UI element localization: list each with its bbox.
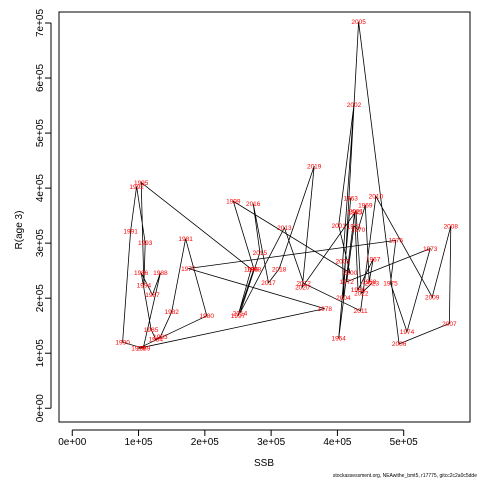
- series-line: [122, 21, 452, 349]
- point-label-1986: 1986: [134, 270, 149, 277]
- point-label-2020: 2020: [295, 285, 310, 292]
- point-label-1984: 1984: [149, 337, 164, 344]
- point-label-1975: 1975: [383, 281, 398, 288]
- point-label-1965: 1965: [347, 210, 362, 217]
- x-tick-label: 3e+05: [257, 437, 286, 448]
- point-label-2004: 2004: [336, 295, 351, 302]
- point-label-2017: 2017: [261, 280, 276, 287]
- point-label-1973: 1973: [423, 246, 438, 253]
- point-label-2010: 2010: [369, 194, 384, 201]
- point-label-2014: 2014: [233, 310, 248, 317]
- x-tick-label: 1e+05: [125, 437, 154, 448]
- y-tick-label: 1e+05: [35, 339, 46, 368]
- point-label-1979: 1979: [131, 346, 146, 353]
- point-label-2011: 2011: [354, 308, 368, 315]
- point-label-1977: 1977: [181, 266, 196, 273]
- point-label-1992: 1992: [129, 184, 144, 191]
- point-label-2009: 2009: [425, 294, 440, 301]
- point-label-2022: 2022: [354, 291, 369, 298]
- point-label-2005: 2005: [351, 19, 366, 26]
- y-axis-label: R(age 3): [14, 211, 25, 250]
- point-label-1976: 1976: [389, 238, 404, 245]
- point-label-1981: 1981: [178, 236, 193, 243]
- point-label-2019: 2019: [307, 163, 322, 170]
- point-label-1978: 1978: [318, 306, 333, 313]
- y-tick-label: 3e+05: [35, 229, 46, 258]
- point-label-1964: 1964: [331, 336, 346, 343]
- point-label-2001: 2001: [331, 223, 346, 230]
- y-axis: 0e+00 1e+05 2e+05 3e+05 4e+05 5e+05 6e+05 7e+05: [35, 9, 52, 423]
- y-tick-label: 4e+05: [35, 174, 46, 203]
- point-label-1974: 1974: [400, 329, 415, 336]
- point-label-1993: 1993: [138, 240, 153, 247]
- point-label-2023: 2023: [365, 281, 380, 288]
- point-label-1995: 1995: [134, 180, 149, 187]
- point-label-1983: 1983: [153, 334, 168, 341]
- point-label-1994: 1994: [137, 282, 152, 289]
- point-label-1980: 1980: [200, 313, 215, 320]
- point-label-2003: 2003: [335, 259, 350, 266]
- point-label-1989: 1989: [136, 346, 151, 353]
- x-axis: 0e+00 1e+05 2e+05 3e+05 4e+05 5e+05: [58, 429, 419, 448]
- x-tick-label: 0e+00: [58, 437, 87, 448]
- x-tick-label: 5e+05: [390, 437, 419, 448]
- point-label-2021: 2021: [349, 209, 364, 216]
- point-label-1966: 1966: [351, 287, 366, 294]
- plot-frame: [58, 11, 471, 423]
- point-label-2006: 2006: [392, 341, 407, 348]
- y-tick-label: 5e+05: [35, 119, 46, 148]
- point-label-1988: 1988: [153, 270, 168, 277]
- point-label-1967: 1967: [366, 256, 381, 263]
- point-label-1971: 1971: [347, 223, 362, 230]
- footer-source-text: stockassessment.org, NEAwithe_bmt5, r177…: [333, 473, 477, 479]
- point-label-1999: 1999: [226, 199, 241, 206]
- y-tick-label: 6e+05: [35, 64, 46, 93]
- point-label-2018: 2018: [272, 266, 287, 273]
- point-label-2008: 2008: [444, 223, 459, 230]
- point-label-1987: 1987: [145, 292, 160, 299]
- point-label-1969: 1969: [358, 203, 373, 210]
- point-label-2002: 2002: [347, 102, 362, 109]
- y-tick-label: 2e+05: [35, 284, 46, 313]
- point-label-2015: 2015: [253, 250, 268, 257]
- point-label-1991: 1991: [123, 228, 138, 235]
- x-tick-label: 4e+05: [323, 437, 352, 448]
- x-axis-label: SSB: [254, 458, 274, 469]
- point-label-1968: 1968: [362, 279, 377, 286]
- point-label-1970: 1970: [351, 227, 366, 234]
- point-label-1985: 1985: [144, 327, 159, 334]
- point-label-1982: 1982: [164, 309, 179, 316]
- point-label-2000: 2000: [343, 270, 358, 277]
- point-label-1998: 1998: [247, 266, 262, 273]
- series-path-layer: [122, 21, 452, 349]
- y-tick-label: 7e+05: [35, 9, 46, 38]
- point-label-1996: 1996: [244, 266, 259, 273]
- point-label-1990: 1990: [115, 340, 130, 347]
- point-label-1972: 1972: [339, 279, 354, 286]
- point-label-1963: 1963: [343, 195, 358, 202]
- point-label-2012: 2012: [296, 281, 311, 288]
- point-label-2007: 2007: [442, 321, 457, 328]
- x-tick-label: 2e+05: [191, 437, 220, 448]
- point-label-2016: 2016: [246, 201, 261, 208]
- y-tick-label: 0e+00: [35, 394, 46, 423]
- point-label-1997: 1997: [231, 313, 246, 320]
- point-label-2013: 2013: [277, 225, 292, 232]
